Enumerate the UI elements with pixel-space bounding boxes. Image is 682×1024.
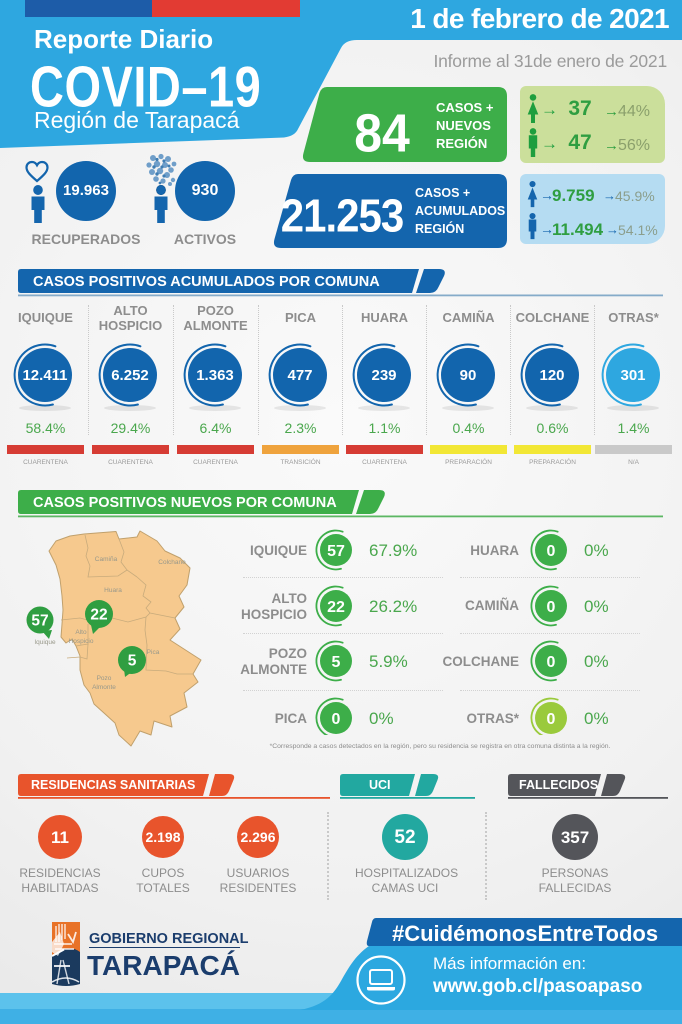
svg-text:5: 5 [128, 653, 137, 670]
svg-text:Pica: Pica [147, 649, 160, 656]
svg-text:57: 57 [327, 543, 345, 560]
svg-text:22: 22 [90, 607, 107, 624]
svg-text:5: 5 [332, 654, 341, 671]
svg-text:0: 0 [332, 711, 341, 728]
svg-text:Pozo: Pozo [97, 675, 112, 682]
svg-text:0: 0 [547, 711, 556, 728]
svg-text:Hospicio: Hospicio [69, 638, 94, 645]
svg-text:Huara: Huara [104, 587, 122, 594]
svg-text:Iquique: Iquique [34, 639, 56, 646]
svg-text:Camiña: Camiña [95, 556, 118, 563]
svg-text:0: 0 [547, 654, 556, 671]
svg-text:0: 0 [547, 599, 556, 616]
svg-text:22: 22 [327, 599, 345, 616]
svg-text:57: 57 [31, 613, 48, 630]
svg-text:Colchane: Colchane [158, 559, 186, 566]
svg-text:0: 0 [547, 543, 556, 560]
svg-text:Almonte: Almonte [92, 684, 116, 691]
svg-text:Alto: Alto [75, 629, 87, 636]
